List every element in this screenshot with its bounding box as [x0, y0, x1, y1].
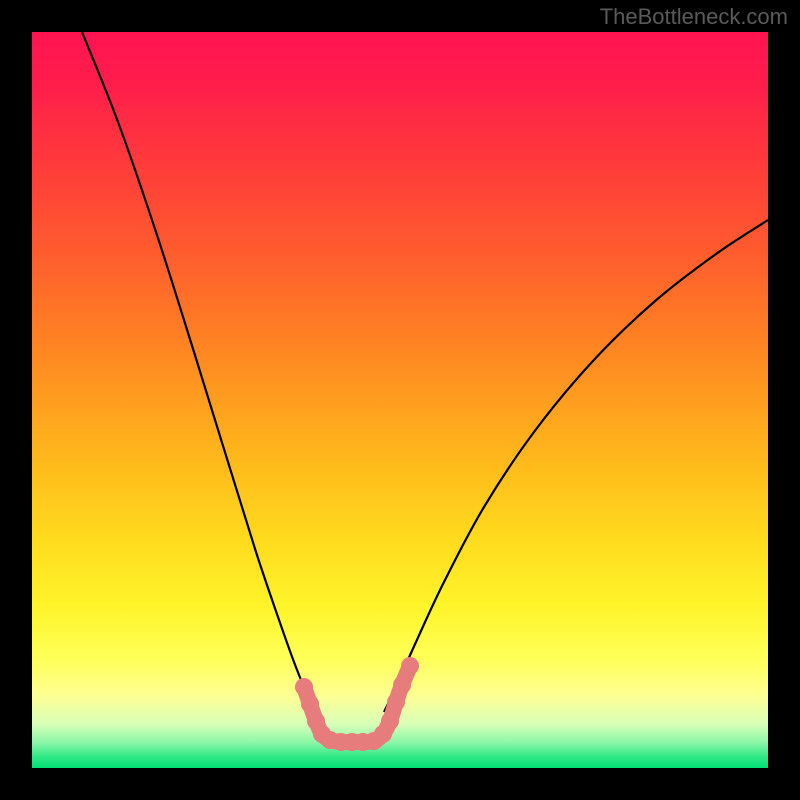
marker-dot: [381, 712, 399, 730]
marker-dot: [387, 693, 405, 711]
marker-dot: [301, 695, 319, 713]
marker-dot: [295, 678, 313, 696]
plot-area: [32, 32, 768, 768]
watermark-text: TheBottleneck.com: [600, 4, 788, 30]
chart-frame: TheBottleneck.com: [0, 0, 800, 800]
curve-layer: [32, 32, 768, 768]
marker-dot: [401, 657, 419, 675]
marker-dot: [393, 676, 411, 694]
right-curve: [384, 220, 768, 712]
left-curve: [82, 32, 314, 710]
